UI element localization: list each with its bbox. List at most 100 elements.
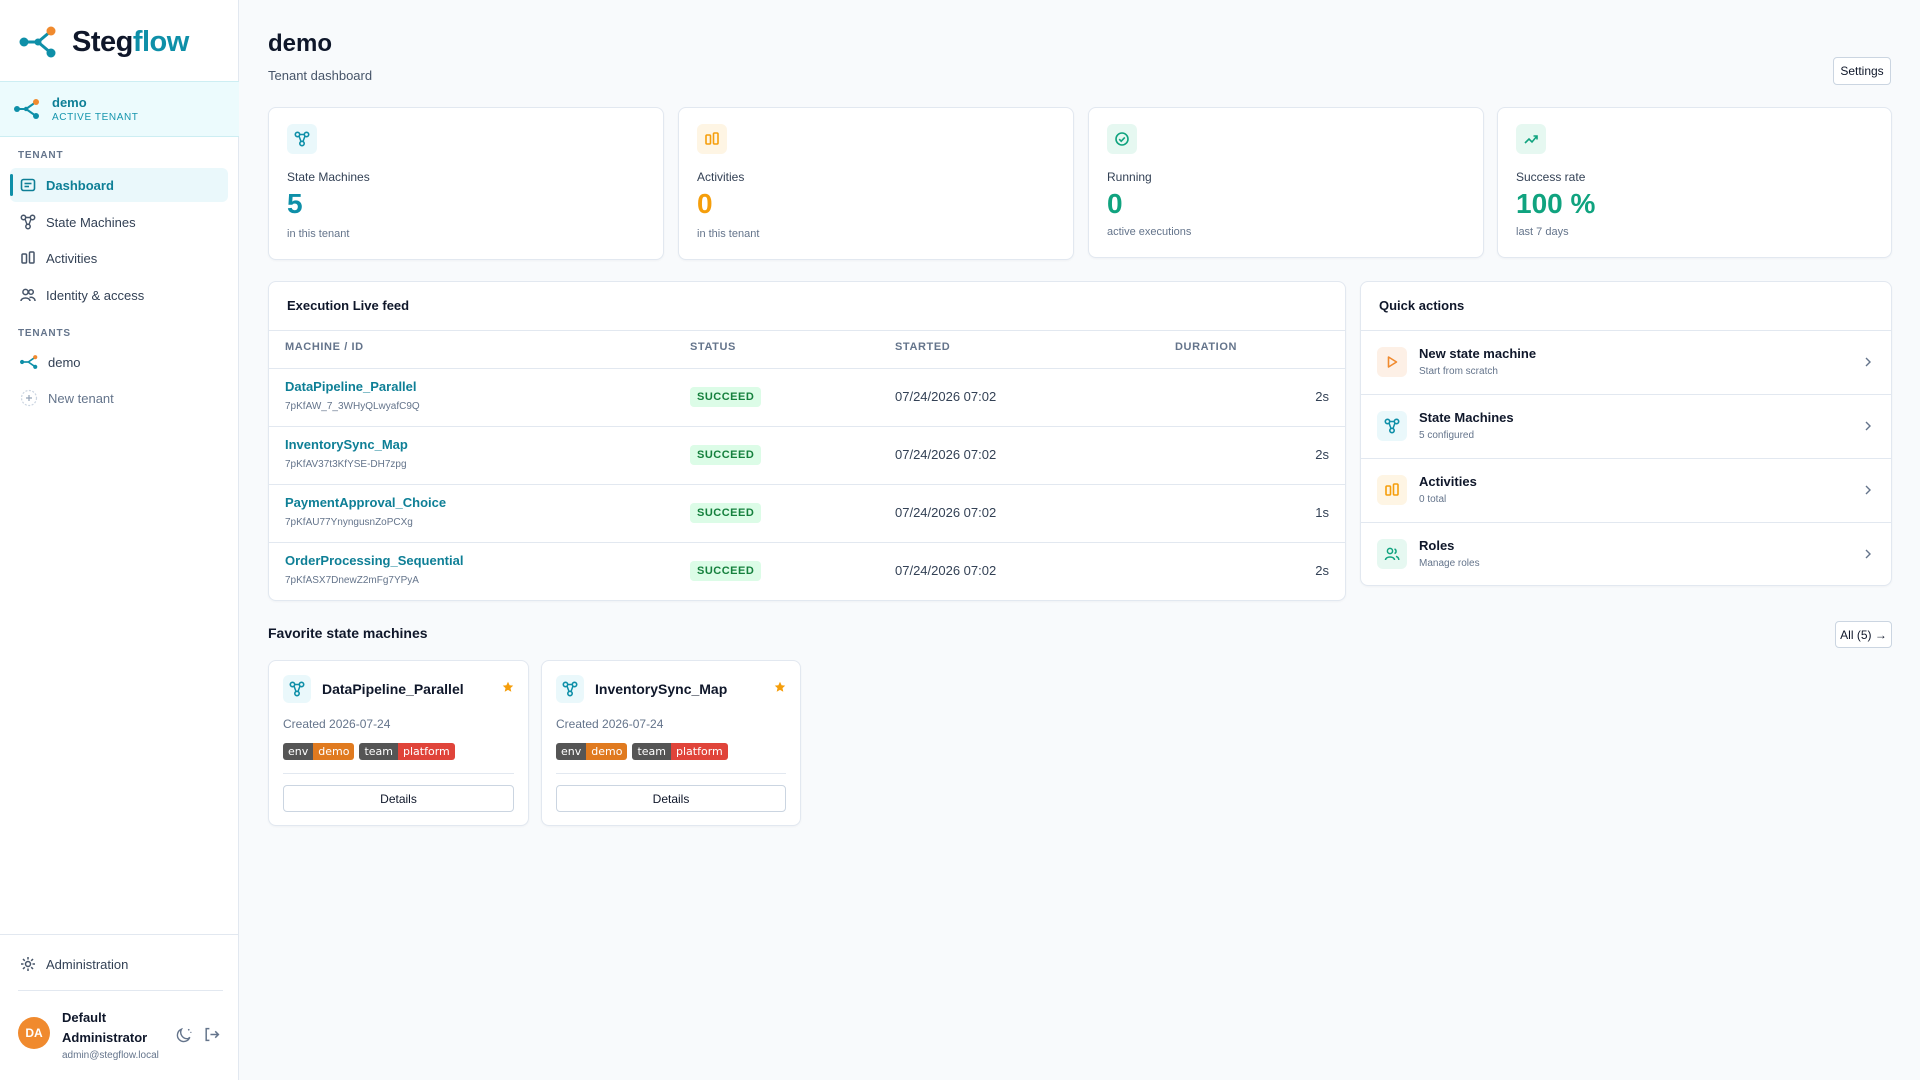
- plus-icon: [20, 389, 38, 407]
- table-row[interactable]: PaymentApproval_Choice 7pKfAU77YnyngusnZ…: [269, 484, 1345, 542]
- all-favorites-button[interactable]: All (5) →: [1835, 621, 1892, 648]
- stegflow-logo-icon: [18, 26, 58, 58]
- quick-action-title: New state machine: [1419, 346, 1537, 361]
- stat-label: Running: [1107, 170, 1152, 184]
- page-title: demo: [268, 30, 333, 57]
- divider: [283, 773, 514, 774]
- stat-value: 5: [287, 188, 303, 219]
- sidebar: Stegflow demo ACTIVE TENANT TENANT Dashb…: [0, 0, 239, 1080]
- favorite-created: Created 2026-07-24: [556, 717, 664, 731]
- quick-action-state-machines[interactable]: State Machines 5 configured: [1361, 394, 1891, 458]
- state-machine-icon: [556, 675, 584, 703]
- trend-up-icon: [1516, 124, 1546, 154]
- sidebar-item-label: demo: [48, 354, 81, 370]
- sidebar-new-tenant[interactable]: New tenant: [10, 381, 228, 415]
- execution-machine-link[interactable]: InventorySync_Map: [285, 437, 408, 452]
- panel-title: Execution Live feed: [287, 298, 410, 313]
- column-header-started[interactable]: STARTED: [895, 341, 951, 353]
- quick-action-new-state-machine[interactable]: New state machine Start from scratch: [1361, 330, 1891, 394]
- user-email: admin@stegflow.local: [62, 1050, 159, 1061]
- quick-action-roles[interactable]: Roles Manage roles: [1361, 522, 1891, 586]
- user-name: Default Administrator: [62, 1010, 148, 1045]
- quick-action-subtitle: Start from scratch: [1419, 366, 1498, 377]
- column-header-machine[interactable]: MACHINE / ID: [285, 341, 364, 353]
- sidebar-item-label: State Machines: [46, 214, 136, 230]
- moon-icon[interactable]: [176, 1026, 193, 1043]
- favorite-card[interactable]: InventorySync_Map Created 2026-07-24 env…: [541, 660, 801, 826]
- state-machine-icon: [20, 214, 36, 230]
- execution-machine-link[interactable]: OrderProcessing_Sequential: [285, 553, 464, 568]
- users-icon: [1377, 539, 1407, 569]
- stat-card-success-rate[interactable]: Success rate 100 % last 7 days: [1497, 107, 1892, 258]
- star-icon[interactable]: [774, 681, 786, 693]
- users-icon: [20, 287, 36, 303]
- status-badge: SUCCEED: [690, 387, 762, 407]
- favorite-name: DataPipeline_Parallel: [322, 681, 464, 697]
- execution-feed-panel: Execution Live feed MACHINE / ID STATUS …: [268, 281, 1346, 601]
- quick-action-subtitle: Manage roles: [1419, 558, 1480, 569]
- stat-card-state-machines[interactable]: State Machines 5 in this tenant: [268, 107, 664, 260]
- details-button[interactable]: Details: [283, 785, 514, 812]
- favorite-name: InventorySync_Map: [595, 681, 728, 697]
- star-icon[interactable]: [502, 681, 514, 693]
- execution-id: 7pKfAV37t3KfYSE-DH7zpg: [285, 459, 407, 470]
- table-row[interactable]: DataPipeline_Parallel 7pKfAW_7_3WHyQLwya…: [269, 368, 1345, 426]
- avatar[interactable]: DA: [18, 1017, 50, 1049]
- stat-card-running[interactable]: Running 0 active executions: [1088, 107, 1484, 258]
- status-badge: SUCCEED: [690, 445, 762, 465]
- table-row[interactable]: InventorySync_Map 7pKfAV37t3KfYSE-DH7zpg…: [269, 426, 1345, 484]
- sidebar-tenant-demo[interactable]: demo: [10, 345, 228, 379]
- column-header-duration[interactable]: DURATION: [1175, 341, 1238, 353]
- state-machine-icon: [283, 675, 311, 703]
- play-icon: [1377, 347, 1407, 377]
- stat-value: 0: [1107, 188, 1123, 219]
- execution-duration: 1s: [1315, 505, 1329, 520]
- quick-action-subtitle: 5 configured: [1419, 430, 1475, 441]
- sidebar-item-identity-access[interactable]: Identity & access: [10, 278, 228, 312]
- sidebar-item-dashboard[interactable]: Dashboard: [10, 168, 228, 202]
- quick-action-activities[interactable]: Activities 0 total: [1361, 458, 1891, 522]
- stat-note: in this tenant: [287, 228, 350, 240]
- quick-action-title: Roles: [1419, 538, 1455, 553]
- sidebar-item-label: Administration: [46, 956, 129, 972]
- active-tenant[interactable]: demo ACTIVE TENANT: [0, 81, 239, 137]
- favorite-card[interactable]: DataPipeline_Parallel Created 2026-07-24…: [268, 660, 529, 826]
- stat-value: 100 %: [1516, 188, 1596, 219]
- execution-started: 07/24/2026 07:02: [895, 389, 997, 404]
- sidebar-divider: [0, 934, 239, 935]
- stat-card-activities[interactable]: Activities 0 in this tenant: [678, 107, 1074, 260]
- active-tenant-name: demo: [52, 95, 87, 110]
- active-tenant-status: ACTIVE TENANT: [52, 112, 139, 123]
- details-button[interactable]: Details: [556, 785, 786, 812]
- divider: [556, 773, 786, 774]
- chevron-right-icon: [1863, 484, 1873, 496]
- brand-logo[interactable]: Stegflow: [18, 22, 189, 62]
- execution-started: 07/24/2026 07:02: [895, 447, 997, 462]
- logout-icon[interactable]: [203, 1026, 220, 1043]
- sidebar-item-activities[interactable]: Activities: [10, 241, 228, 275]
- execution-machine-link[interactable]: DataPipeline_Parallel: [285, 379, 417, 394]
- sidebar-item-administration[interactable]: Administration: [10, 947, 228, 981]
- sidebar-item-label: Dashboard: [46, 177, 114, 193]
- tenant-icon: [20, 355, 38, 369]
- section-label-tenant: TENANT: [18, 150, 64, 161]
- table-row[interactable]: OrderProcessing_Sequential 7pKfASX7DnewZ…: [269, 542, 1345, 600]
- execution-duration: 2s: [1315, 389, 1329, 404]
- stat-label: Activities: [697, 170, 745, 184]
- settings-button[interactable]: Settings: [1833, 57, 1891, 85]
- sidebar-item-state-machines[interactable]: State Machines: [10, 205, 228, 239]
- stat-label: State Machines: [287, 170, 370, 184]
- column-header-status[interactable]: STATUS: [690, 341, 736, 353]
- chevron-right-icon: [1863, 420, 1873, 432]
- quick-action-subtitle: 0 total: [1419, 494, 1447, 505]
- tag-list: env demo team platform: [556, 743, 728, 760]
- execution-machine-link[interactable]: PaymentApproval_Choice: [285, 495, 447, 510]
- status-badge: SUCCEED: [690, 503, 762, 523]
- stat-note: last 7 days: [1516, 226, 1569, 238]
- state-machine-icon: [1377, 411, 1407, 441]
- favorite-created: Created 2026-07-24: [283, 717, 391, 731]
- panel-title: Quick actions: [1379, 298, 1465, 313]
- stat-note: in this tenant: [697, 228, 760, 240]
- activities-icon: [697, 124, 727, 154]
- tag-list: env demo team platform: [283, 743, 455, 760]
